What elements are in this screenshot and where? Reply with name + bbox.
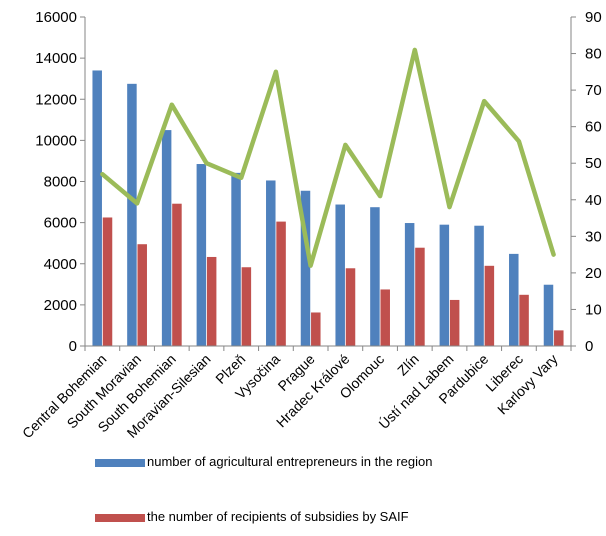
bar-subsidy-recipients [415, 247, 425, 346]
right-tick-label: 10 [585, 301, 602, 318]
right-tick-label: 50 [585, 155, 602, 172]
bar-subsidy-recipients [519, 294, 529, 346]
bar-subsidy-recipients [137, 244, 147, 346]
legend-label: the number of recipients of subsidies by… [147, 509, 409, 524]
bar-subsidy-recipients [276, 221, 286, 346]
bar-entrepreneurs [543, 284, 554, 346]
bar-entrepreneurs [439, 224, 450, 346]
bar-subsidy-recipients [102, 217, 113, 346]
left-tick-label: 8000 [44, 174, 77, 191]
left-tick-label: 16000 [35, 9, 77, 26]
left-tick-label: 10000 [35, 132, 77, 149]
right-tick-label: 90 [585, 9, 602, 26]
legend-label: number of agricultural entrepreneurs in … [147, 454, 432, 469]
bar-subsidy-recipients [172, 203, 182, 346]
bar-entrepreneurs [231, 172, 241, 346]
bar-subsidy-recipients [345, 268, 356, 346]
left-tick-label: 12000 [35, 91, 77, 108]
legend-swatch [95, 459, 145, 467]
left-tick-label: 2000 [44, 297, 77, 314]
line-series-group [100, 47, 556, 268]
left-y-axis: 0 2000 4000 6000 8000 10000 12000 14000 16000 [35, 9, 86, 355]
bar-entrepreneurs [509, 253, 519, 346]
right-tick-label: 0 [585, 338, 593, 355]
bar-entrepreneurs [335, 204, 345, 346]
legend-entry-subsidy-recipients: the number of recipients of subsidies by… [95, 509, 409, 524]
left-tick-label: 4000 [44, 256, 77, 273]
bar-subsidy-recipients [380, 289, 390, 346]
bar-entrepreneurs [127, 83, 137, 346]
bar-entrepreneurs [161, 130, 172, 346]
bar-subsidy-recipients [206, 256, 217, 346]
bar-subsidy-recipients [554, 330, 564, 346]
bar-entrepreneurs [196, 164, 207, 346]
bar-entrepreneurs [92, 70, 102, 347]
bar-subsidy-recipients [484, 265, 495, 346]
right-tick-label: 70 [585, 82, 602, 99]
legend-entry-entrepreneurs: number of agricultural entrepreneurs in … [95, 454, 432, 469]
line-series-path [100, 47, 556, 268]
bar-subsidy-recipients [241, 267, 252, 346]
right-tick-label: 80 [585, 46, 602, 63]
bars-group [92, 70, 564, 347]
right-y-axis: 0 10 20 30 40 50 60 70 80 90 [570, 9, 602, 355]
left-tick-label: 14000 [35, 50, 77, 67]
bar-subsidy-recipients [311, 312, 321, 346]
left-tick-label: 6000 [44, 215, 77, 232]
bar-subsidy-recipients [449, 299, 460, 346]
left-tick-label: 0 [69, 338, 77, 355]
right-tick-label: 40 [585, 192, 602, 209]
right-tick-label: 30 [585, 228, 602, 245]
category-label: Zlín [394, 351, 422, 379]
right-tick-label: 20 [585, 265, 602, 282]
bar-entrepreneurs [300, 190, 311, 346]
legend: number of agricultural entrepreneurs in … [95, 454, 432, 524]
bar-entrepreneurs [404, 223, 415, 346]
bar-entrepreneurs [474, 225, 484, 346]
legend-swatch [95, 514, 145, 522]
bar-entrepreneurs [266, 180, 276, 346]
right-tick-label: 60 [585, 119, 602, 136]
bar-entrepreneurs [370, 207, 380, 346]
